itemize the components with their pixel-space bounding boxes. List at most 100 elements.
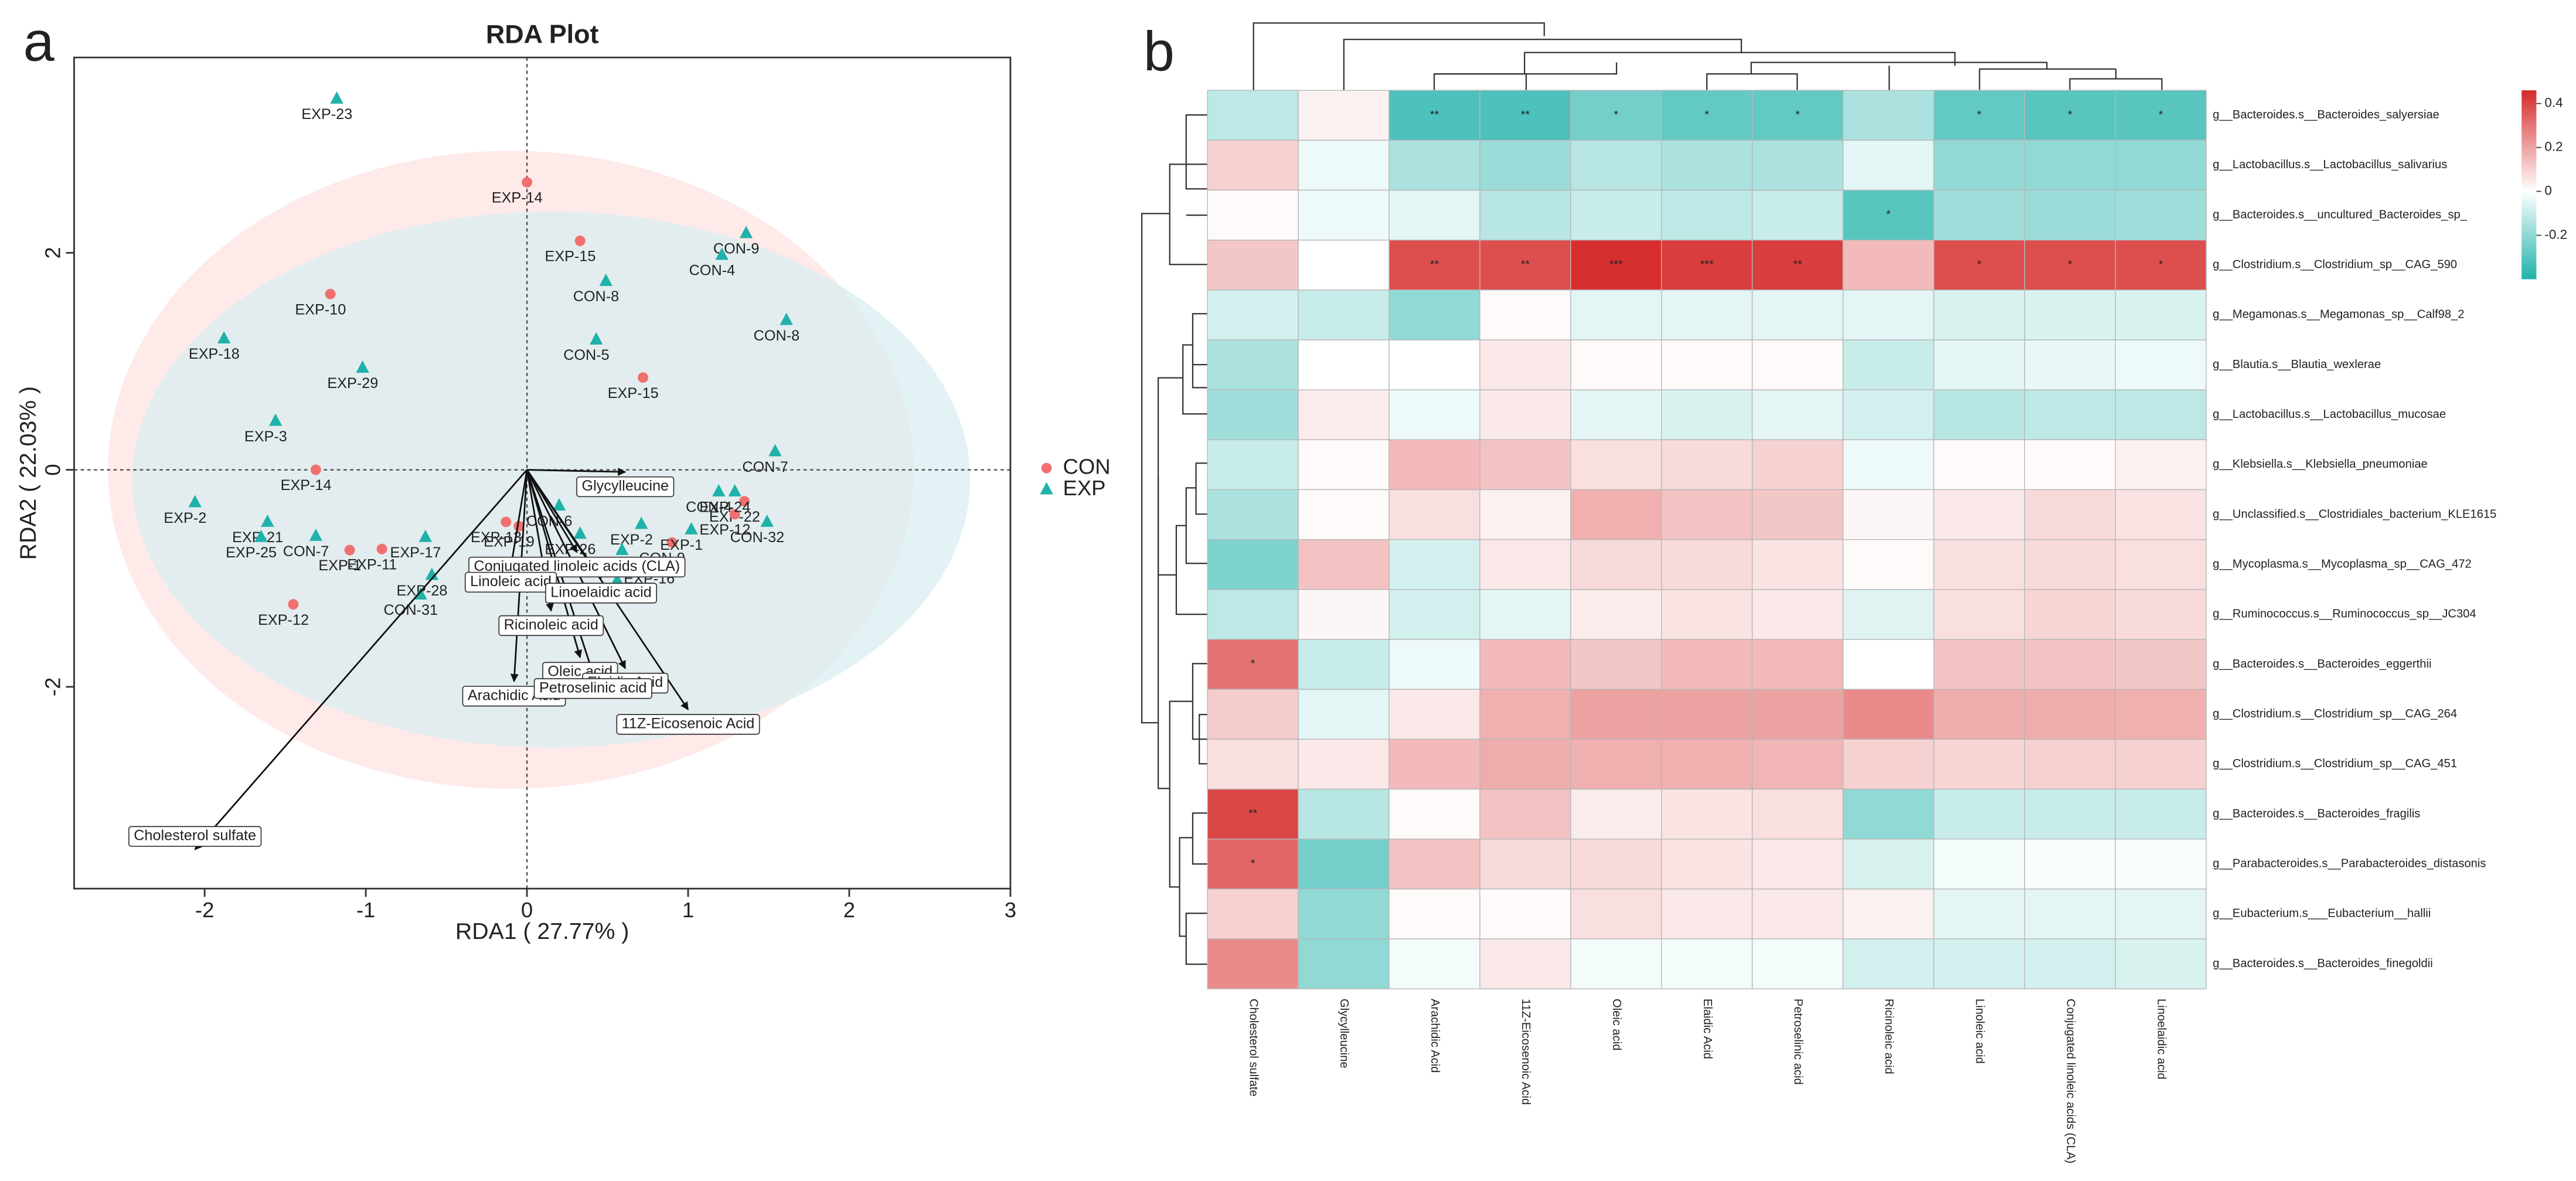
heatmap-cell xyxy=(1298,838,1390,890)
colorbar-tick-label: -0.2 xyxy=(2544,227,2567,241)
heatmap-cell xyxy=(1842,539,1935,590)
heatmap-cell xyxy=(2024,589,2116,640)
heatmap-cell xyxy=(1842,838,1935,890)
x-tick-label: 2 xyxy=(843,898,855,922)
point xyxy=(615,542,629,555)
point-label: EXP-1 xyxy=(318,557,361,574)
heatmap-cell xyxy=(1389,689,1481,740)
heatmap-cell xyxy=(1751,90,1844,141)
heatmap-cell xyxy=(1660,738,1753,790)
heatmap-cell xyxy=(2024,290,2116,341)
point xyxy=(356,360,369,373)
heatmap-cell xyxy=(1933,589,2025,640)
panel-letter: b xyxy=(1144,21,1175,83)
loading-arrow xyxy=(194,469,528,850)
row-label: g__Megamonas.s__Megamonas_sp__Calf98_2 xyxy=(2213,308,2464,321)
significance-mark: * xyxy=(1886,208,1891,221)
heatmap-cell xyxy=(1298,239,1390,291)
point-label: CON-4 xyxy=(689,263,735,279)
point xyxy=(574,235,586,246)
heatmap-cell xyxy=(1570,838,1662,890)
heatmap-cell xyxy=(1933,339,2025,390)
heatmap-cell xyxy=(1298,788,1390,840)
heatmap-cell xyxy=(1207,290,1299,341)
heatmap-cell xyxy=(1842,938,1935,989)
heatmap-cell xyxy=(1479,189,1571,241)
heatmap-cell xyxy=(1479,339,1571,390)
heatmap-cell xyxy=(1933,290,2025,341)
y-tick-label: 2 xyxy=(40,247,64,258)
legend-marker xyxy=(1040,482,1053,495)
heatmap-cell xyxy=(1207,689,1299,740)
heatmap-cell xyxy=(2024,489,2116,540)
row-label: g__Bacteroides.s__Bacteroides_fragilis xyxy=(2213,807,2420,820)
heatmap-cell xyxy=(1298,689,1390,740)
heatmap-cell xyxy=(2024,189,2116,241)
heatmap-cell xyxy=(2115,239,2207,291)
heatmap-cell xyxy=(1479,889,1571,940)
heatmap-cell xyxy=(1479,738,1571,790)
heatmap-cell xyxy=(2115,139,2207,191)
heatmap-cell xyxy=(1570,788,1662,840)
heatmap-cell xyxy=(1389,589,1481,640)
point xyxy=(573,526,587,539)
significance-mark: ** xyxy=(1248,807,1258,820)
heatmap-cell xyxy=(1389,90,1481,141)
heatmap-cell xyxy=(1842,738,1935,790)
significance-mark: * xyxy=(1704,108,1709,121)
point-label: EXP-1 xyxy=(660,537,703,553)
colorbar-tick-label: 0 xyxy=(2544,183,2551,198)
column-label: Glycylleucine xyxy=(1338,999,1350,1068)
point-label: EXP-11 xyxy=(347,556,397,573)
x-tick-label: 3 xyxy=(1005,898,1016,922)
column-label: 11Z-Eicosenoic Acid xyxy=(1519,999,1532,1105)
significance-mark: * xyxy=(2068,108,2073,121)
column-label: Oleic acid xyxy=(1610,999,1623,1051)
significance-mark: * xyxy=(1977,108,1982,121)
heatmap-cell xyxy=(1479,788,1571,840)
heatmap-cell xyxy=(1479,239,1571,291)
heatmap-cell xyxy=(1389,539,1481,590)
heatmap-cell xyxy=(1933,489,2025,540)
heatmap-cell xyxy=(1207,938,1299,989)
heatmap-cell xyxy=(1479,439,1571,491)
heatmap-cell xyxy=(1389,889,1481,940)
point-label: EXP-14 xyxy=(281,477,332,493)
row-label: g__Lactobacillus.s__Lactobacillus_saliva… xyxy=(2213,158,2447,171)
vector-label-box xyxy=(616,714,760,735)
heatmap-cell xyxy=(1751,489,1844,540)
point xyxy=(685,522,698,535)
heatmap-cell xyxy=(1570,889,1662,940)
heatmap-cell xyxy=(1751,788,1844,840)
point-label: CON-8 xyxy=(573,288,619,305)
vector-label-box xyxy=(464,571,557,593)
row-label: g__Unclassified.s__Clostridiales_bacteri… xyxy=(2213,508,2496,520)
heatmap-cell xyxy=(1298,139,1390,191)
significance-mark: ** xyxy=(1521,108,1530,121)
heatmap-cell xyxy=(1751,639,1844,690)
point-label: EXP-19 xyxy=(484,534,535,550)
heatmap-cell xyxy=(1570,389,1662,440)
heatmap-cell xyxy=(1842,589,1935,640)
heatmap-cell xyxy=(1660,589,1753,640)
heatmap-cell xyxy=(1751,938,1844,989)
row-label: g__Clostridium.s__Clostridium_sp__CAG_59… xyxy=(2213,258,2457,271)
heatmap-cell xyxy=(1660,339,1753,390)
heatmap-cell xyxy=(1842,788,1935,840)
point-label: CON-7 xyxy=(742,459,788,475)
heatmap-cell xyxy=(1570,539,1662,590)
heatmap-cell xyxy=(1389,489,1481,540)
panel-letter: a xyxy=(23,11,55,73)
point xyxy=(712,484,726,496)
significance-mark: * xyxy=(2159,108,2163,121)
heatmap-cell xyxy=(2115,189,2207,241)
legend-marker xyxy=(1041,462,1052,474)
heatmap-cell xyxy=(1479,389,1571,440)
heatmap-cell xyxy=(1751,339,1844,390)
point-label: EXP-2 xyxy=(610,532,653,548)
vector-label: 11Z-Eicosenoic Acid xyxy=(622,716,755,732)
significance-mark: * xyxy=(1251,658,1255,671)
point xyxy=(599,273,612,286)
heatmap-cell xyxy=(1298,889,1390,940)
heatmap-cell xyxy=(1660,189,1753,241)
